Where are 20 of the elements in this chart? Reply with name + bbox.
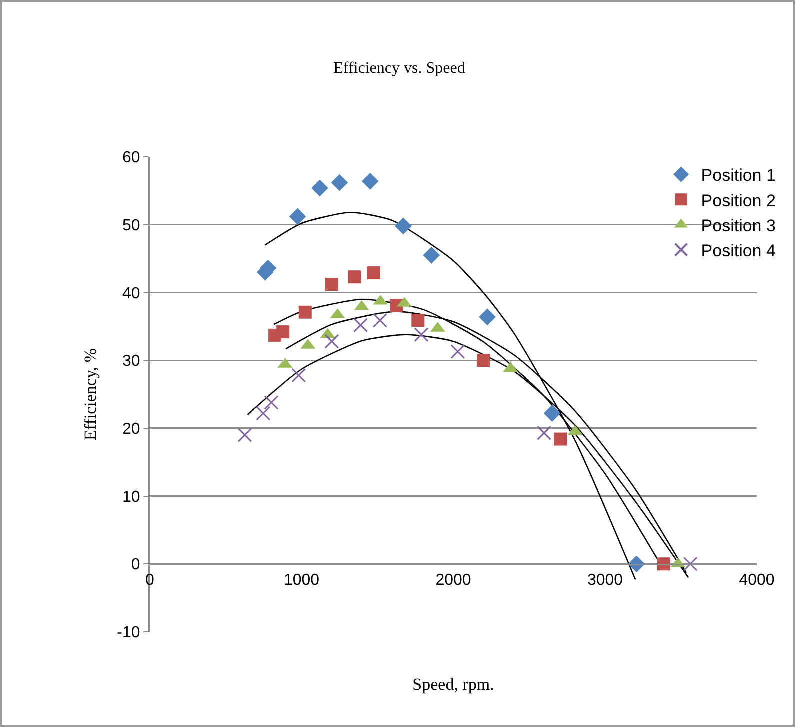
y-tick-label: 40	[122, 285, 140, 302]
x-tick-label: 1000	[284, 572, 320, 589]
legend-label: Position 2	[701, 191, 776, 210]
legend-label: Position 3	[701, 216, 776, 236]
y-tick-label: 50	[122, 217, 140, 234]
x-tick-label: 4000	[739, 572, 775, 589]
y-tick-label: 30	[122, 353, 140, 370]
x-tick-label: 3000	[587, 572, 624, 589]
legend-label: Position 4	[701, 241, 776, 260]
y-tick-label: -10	[117, 624, 140, 642]
legend-label: Position 1	[701, 166, 776, 186]
chart-title: Efficiency vs. Speed	[334, 60, 466, 78]
y-axis-title: Efficiency, %	[80, 348, 100, 441]
y-tick-label: 10	[122, 488, 140, 506]
y-tick-label: 20	[122, 421, 140, 438]
x-tick-label: 2000	[436, 572, 472, 589]
x-tick-label: 0	[146, 572, 155, 589]
y-tick-label: 0	[131, 556, 140, 574]
x-axis-title: Speed, rpm.	[412, 674, 494, 694]
y-tick-label: 60	[122, 150, 140, 167]
